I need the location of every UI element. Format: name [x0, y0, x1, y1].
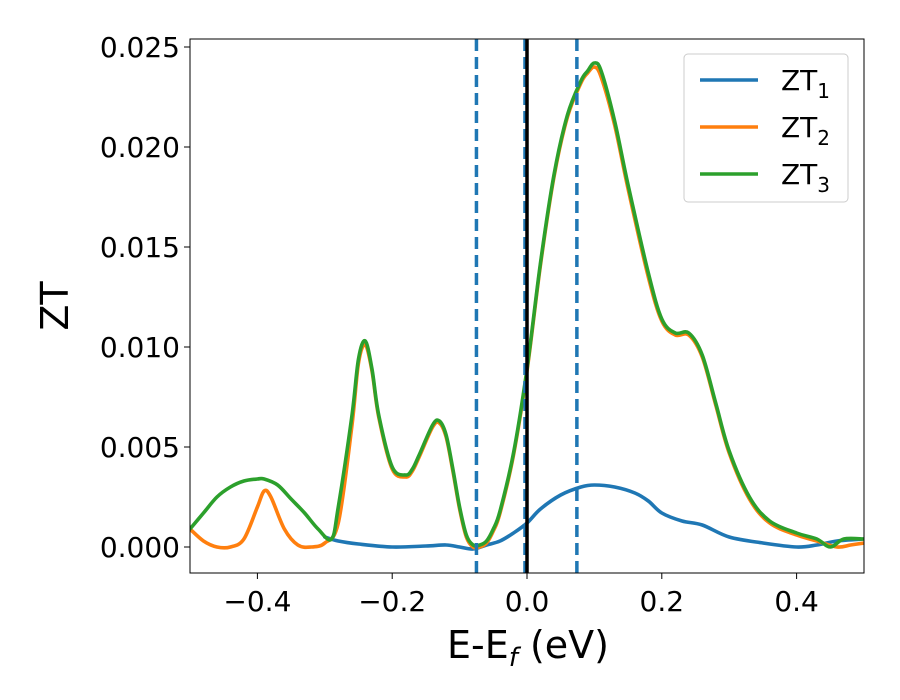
legend: ZT1 ZT2 ZT3	[683, 53, 849, 203]
legend-label-zt3: ZT3	[781, 158, 830, 197]
x-tick-label: 0.2	[640, 585, 685, 618]
series-line-zt3	[190, 61, 864, 549]
series-line-zt1	[323, 483, 864, 551]
y-tick-label: 0.005	[100, 431, 180, 464]
y-tick-label: 0.000	[100, 531, 180, 564]
legend-label-zt2: ZT2	[781, 111, 830, 150]
x-tick-group: −0.4 −0.2 0.0 0.2 0.4	[223, 573, 819, 618]
legend-label-zt1: ZT1	[781, 64, 830, 103]
y-axis-label: ZT	[33, 281, 77, 331]
y-tick-label: 0.010	[100, 331, 180, 364]
y-tick-label: 0.025	[100, 31, 180, 64]
vertical-reference-lines	[474, 39, 579, 573]
y-tick-label: 0.020	[100, 131, 180, 164]
series-group	[190, 61, 864, 551]
y-tick-group: 0.000 0.005 0.010 0.015 0.020 0.025	[100, 31, 190, 564]
x-axis-label: E-Ef (eV)	[447, 623, 609, 673]
plot-frame	[189, 38, 865, 574]
x-tick-label: 0.0	[505, 585, 550, 618]
x-tick-label: 0.4	[774, 585, 819, 618]
y-tick-label: 0.015	[100, 231, 180, 264]
x-tick-label: −0.2	[358, 585, 426, 618]
x-tick-label: −0.4	[223, 585, 291, 618]
legend-box	[683, 53, 849, 203]
